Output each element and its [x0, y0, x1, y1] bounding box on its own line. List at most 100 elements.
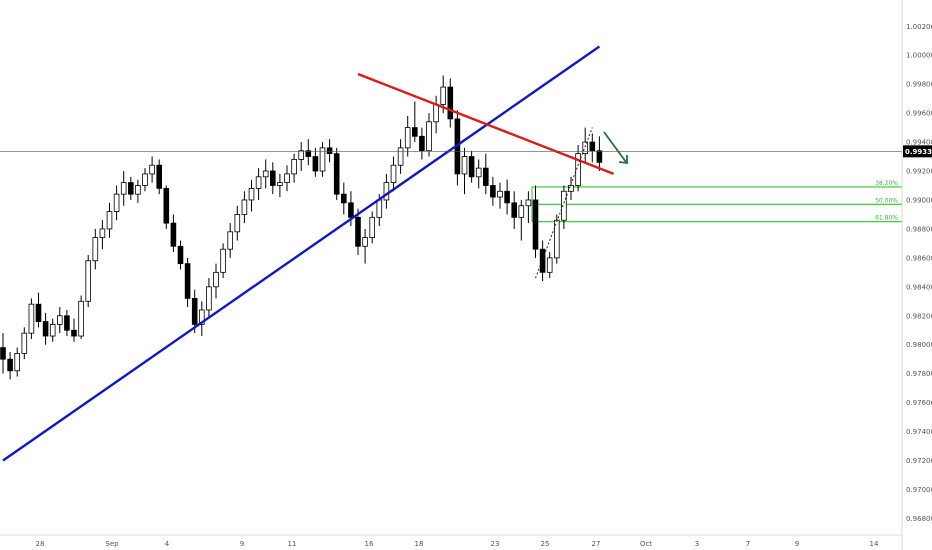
time-tick-label: 23: [491, 540, 500, 548]
candle-body: [92, 237, 99, 262]
candle-body: [269, 170, 276, 186]
candle-body: [0, 347, 6, 360]
time-tick-label: 25: [541, 540, 550, 548]
candle-body: [206, 286, 212, 311]
candle-body: [596, 150, 603, 163]
candle-body: [362, 237, 368, 247]
candle-body: [14, 353, 21, 372]
candle-body: [333, 153, 340, 195]
candle-body: [575, 153, 581, 186]
candle-body: [177, 245, 184, 265]
candle-body: [390, 164, 397, 183]
trendlines: [2, 45, 615, 462]
candle-body: [21, 332, 28, 354]
projection-arrow-head: [618, 155, 628, 165]
candle-body: [440, 86, 446, 105]
candle-body: [284, 173, 290, 183]
time-tick-label: 27: [592, 540, 601, 548]
candle-body: [291, 159, 297, 175]
time-tick-label: 4: [165, 540, 170, 548]
time-tick-label: Oct: [640, 540, 652, 548]
fibonacci-levels: 38.20% 50.00% 61.80%: [531, 180, 902, 223]
candle-body: [348, 202, 354, 218]
candle-body: [404, 127, 411, 149]
candle-body: [149, 164, 155, 175]
time-tick-label: 14: [870, 540, 879, 548]
candle-body: [64, 315, 70, 331]
candle-body: [120, 182, 127, 195]
swing-dotted-line: [535, 127, 593, 279]
candle-body: [539, 248, 546, 273]
current-price-label: 0.99336: [905, 148, 932, 156]
candle-body: [461, 156, 468, 175]
candle-body: [525, 199, 532, 207]
candle-body: [482, 167, 489, 186]
time-tick-label: 28: [36, 540, 45, 548]
candle-body: [191, 297, 198, 325]
candle-body: [262, 170, 269, 178]
candle-body: [198, 309, 205, 325]
candle-body: [135, 185, 141, 195]
candle-body: [35, 303, 42, 322]
candle-body: [42, 321, 49, 337]
candle-body: [582, 141, 588, 155]
time-axis[interactable]: 28 Sep 4 9 11 16 18 23 25 27 Oct 3 7 9 14: [36, 540, 879, 548]
candle-body: [397, 147, 404, 166]
candle-body: [142, 173, 148, 186]
time-tick-label: 9: [795, 540, 799, 548]
candle-body: [106, 211, 113, 230]
candles: [0, 75, 603, 380]
candle-body: [241, 199, 248, 215]
candle-body: [383, 182, 390, 201]
candle-body: [554, 219, 560, 259]
candle-body: [255, 176, 262, 189]
time-tick-label: 3: [695, 540, 699, 548]
candle-body: [277, 182, 283, 186]
candle-body: [227, 231, 234, 250]
candle-body: [589, 141, 596, 152]
candle-body: [426, 121, 432, 152]
blue-trendline: [2, 45, 601, 462]
candle-body: [447, 86, 454, 120]
candle-body: [28, 303, 35, 334]
candle-body: [7, 358, 13, 372]
candle-body: [468, 156, 475, 178]
candle-body: [305, 150, 312, 157]
current-price-badge: [903, 145, 932, 158]
candle-body: [561, 190, 567, 221]
annotations: [0, 127, 902, 279]
candle-body: [490, 185, 496, 198]
candle-body: [71, 329, 77, 337]
price-tick-label: 1.00200: [906, 23, 932, 31]
candle-body: [326, 147, 333, 155]
candle-body: [57, 315, 63, 325]
fib-level-label: 50.00%: [875, 197, 898, 204]
time-tick-label: 11: [288, 540, 297, 548]
candle-body: [376, 199, 383, 218]
candle-body: [170, 222, 177, 247]
candle-body: [411, 127, 418, 137]
time-tick-label: 7: [746, 540, 750, 548]
candle-body: [248, 187, 255, 201]
projection-arrow-shaft: [603, 131, 627, 163]
candle-body: [504, 190, 510, 204]
time-tick-label: Sep: [105, 540, 119, 548]
candle-body: [156, 164, 163, 189]
candle-body: [113, 193, 120, 212]
candle-body: [340, 193, 347, 204]
